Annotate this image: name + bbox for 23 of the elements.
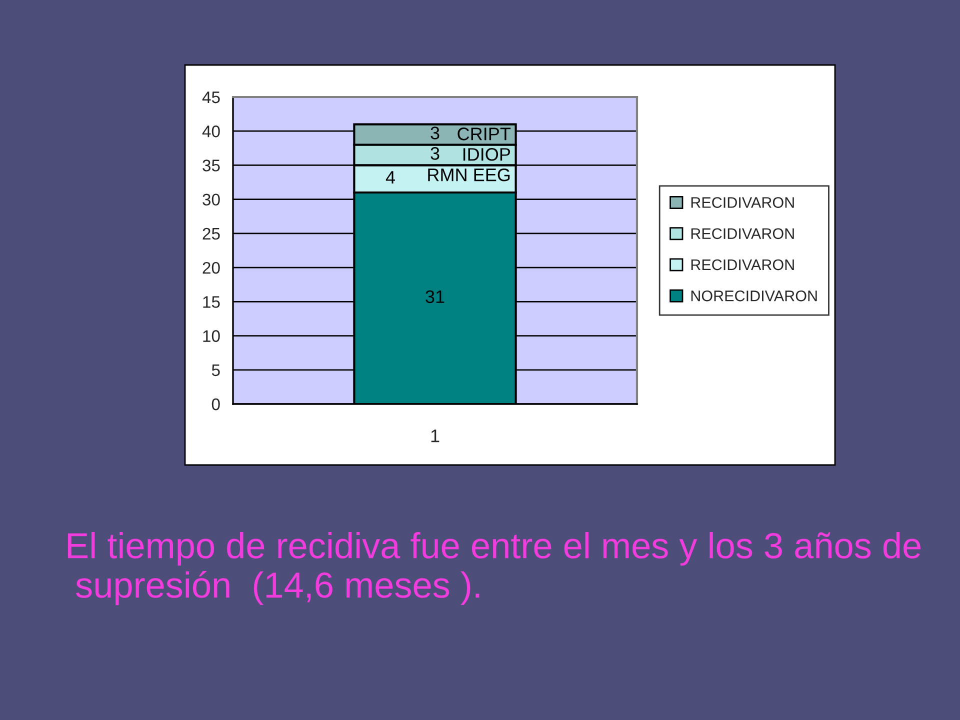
data-label: 31 (426, 290, 444, 304)
annotation: RMN EEG (428, 168, 510, 182)
data-label: 3 (430, 147, 440, 160)
legend-label: RECIDIVARON (691, 228, 794, 240)
data-label: 3 (430, 126, 440, 140)
annotation: IDIOP (463, 148, 510, 161)
y-tick-label: 5 (212, 364, 220, 376)
y-tick-label: 30 (202, 194, 220, 206)
y-tick-label: 20 (202, 262, 220, 274)
data-label: 4 (386, 171, 396, 184)
y-tick-label: 40 (202, 126, 220, 138)
y-tick-label: 25 (202, 228, 220, 240)
y-tick-label: 10 (203, 330, 220, 342)
y-tick-label: 0 (212, 398, 220, 410)
x-tick-label: 1 (431, 430, 440, 442)
text: El tiempo de recidiva fue entre el mes y los 3 años de supresión (14,6 meses ). (68, 532, 920, 606)
y-tick-label: 35 (202, 160, 220, 172)
y-tick-label: 45 (202, 92, 220, 104)
y-tick-label: 15 (203, 296, 220, 308)
annotation: CRIPT (458, 128, 511, 140)
legend-label: RECIDIVARON (691, 197, 794, 208)
legend-label: NORECIDIVARON (691, 290, 817, 302)
legend-label: RECIDIVARON (691, 259, 794, 270)
